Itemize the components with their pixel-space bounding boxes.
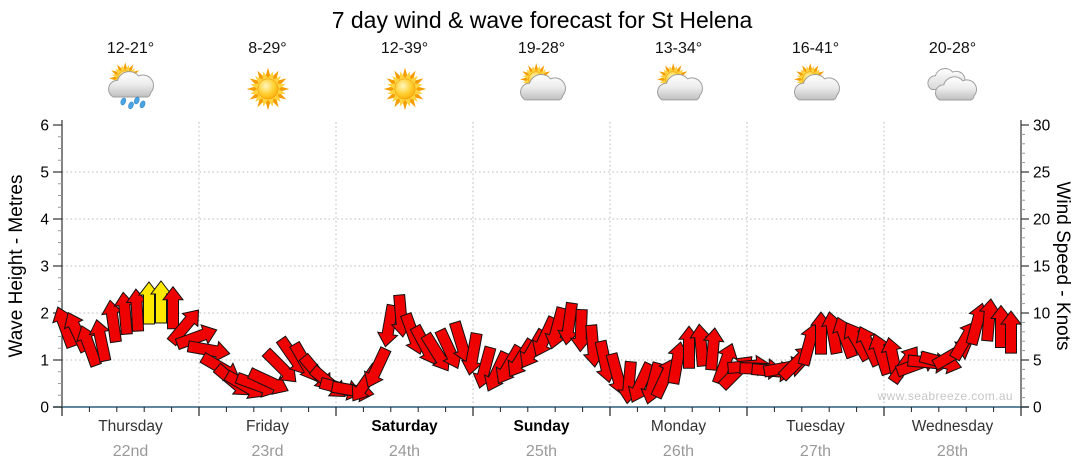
weather-icon-box bbox=[66, 62, 196, 119]
day-name: Monday bbox=[650, 418, 707, 435]
axis-tick-labels: 0 1 2 3 4 5 6 0 5 10 15 20 25 30 bbox=[40, 118, 1050, 417]
day-header: 16-41° bbox=[751, 40, 881, 119]
cloud-icon bbox=[656, 74, 703, 101]
cloud-icon bbox=[934, 76, 977, 101]
sun-icon bbox=[246, 67, 289, 111]
weather-icon-partly-cloudy bbox=[656, 63, 703, 101]
weather-icon-sun-showers bbox=[107, 62, 154, 110]
right-tick-label: 20 bbox=[1033, 212, 1051, 229]
weather-icon-sunny bbox=[246, 67, 289, 111]
day-name: Friday bbox=[245, 418, 290, 435]
temperature-range: 20-28° bbox=[928, 40, 977, 57]
wind-arrows-layer bbox=[52, 280, 1023, 405]
left-tick-label: 3 bbox=[40, 259, 49, 276]
wind-arrow bbox=[246, 367, 289, 395]
wind-arrow bbox=[174, 324, 218, 351]
left-tick-label: 1 bbox=[40, 353, 49, 370]
weather-icon-box bbox=[751, 62, 881, 119]
left-tick-label: 2 bbox=[40, 306, 49, 323]
day-date: 26th bbox=[662, 443, 695, 460]
temperature-range: 16-41° bbox=[791, 40, 840, 57]
temperature-range: 12-21° bbox=[106, 40, 155, 57]
day-date: 27th bbox=[799, 443, 832, 460]
day-header: 12-39° bbox=[340, 40, 470, 119]
weather-icon-box bbox=[614, 62, 744, 119]
right-tick-label: 10 bbox=[1033, 306, 1051, 323]
day-date: 24th bbox=[388, 443, 421, 460]
day-header: 19-28° bbox=[477, 40, 607, 119]
right-tick-label: 5 bbox=[1033, 353, 1042, 370]
day-name: Wednesday bbox=[911, 418, 994, 435]
day-name: Thursday bbox=[98, 418, 163, 435]
sun-icon bbox=[383, 67, 426, 111]
cloud-icon bbox=[793, 74, 840, 101]
day-date: 22nd bbox=[112, 443, 149, 460]
day-date: 25th bbox=[525, 443, 558, 460]
day-name: Saturday bbox=[371, 418, 438, 435]
day-header: 20-28° bbox=[888, 40, 1018, 119]
right-tick-label: 30 bbox=[1033, 118, 1051, 135]
left-axis-title: Wave Height - Metres bbox=[6, 174, 27, 358]
left-tick-label: 0 bbox=[40, 400, 49, 417]
weather-icon-box bbox=[888, 62, 1018, 119]
page-title: 7 day wind & wave forecast for St Helena bbox=[331, 7, 753, 33]
weather-icon-box bbox=[340, 62, 470, 119]
right-axis-title: Wind Speed - Knots bbox=[1052, 181, 1073, 351]
temperature-range: 13-34° bbox=[654, 40, 703, 57]
weather-icon-partly-cloudy bbox=[793, 63, 840, 101]
wind-arrow bbox=[999, 310, 1023, 354]
right-tick-label: 25 bbox=[1033, 165, 1050, 182]
weather-icon-cloudy bbox=[926, 68, 977, 101]
cloud-icon bbox=[519, 74, 566, 101]
wind-arrow bbox=[363, 346, 392, 388]
wind-arrow bbox=[161, 285, 185, 330]
left-tick-label: 5 bbox=[40, 165, 49, 182]
left-tick-label: 4 bbox=[40, 212, 49, 229]
left-tick-label: 6 bbox=[40, 118, 49, 135]
wind-arrow bbox=[376, 303, 399, 348]
cloud-icon bbox=[107, 71, 154, 98]
day-header: 12-21° bbox=[66, 40, 196, 119]
raindrop-icon bbox=[127, 101, 134, 110]
wind-arrow bbox=[166, 309, 200, 347]
raindrop-icon bbox=[139, 100, 145, 109]
day-header: 13-34° bbox=[614, 40, 744, 119]
axes bbox=[53, 120, 1029, 416]
weather-icon-box bbox=[477, 62, 607, 119]
right-tick-label: 0 bbox=[1033, 400, 1042, 417]
weather-icon-sunny bbox=[383, 67, 426, 111]
raindrop-icon bbox=[133, 96, 140, 105]
temperature-range: 8-29° bbox=[248, 40, 287, 57]
weather-icon-partly-cloudy bbox=[519, 63, 566, 101]
weather-icon-box bbox=[203, 62, 333, 119]
watermark: www.seabreeze.com.au bbox=[877, 389, 1013, 403]
day-header: 8-29° bbox=[203, 40, 333, 119]
day-name: Tuesday bbox=[786, 418, 845, 435]
right-tick-label: 15 bbox=[1033, 259, 1050, 276]
day-name: Sunday bbox=[513, 418, 570, 435]
day-date: 23rd bbox=[251, 443, 284, 460]
temperature-range: 12-39° bbox=[380, 40, 429, 57]
wind-arrow bbox=[702, 327, 725, 371]
day-date: 28th bbox=[936, 443, 969, 460]
temperature-range: 19-28° bbox=[517, 40, 566, 57]
raindrop-icon bbox=[120, 97, 126, 106]
